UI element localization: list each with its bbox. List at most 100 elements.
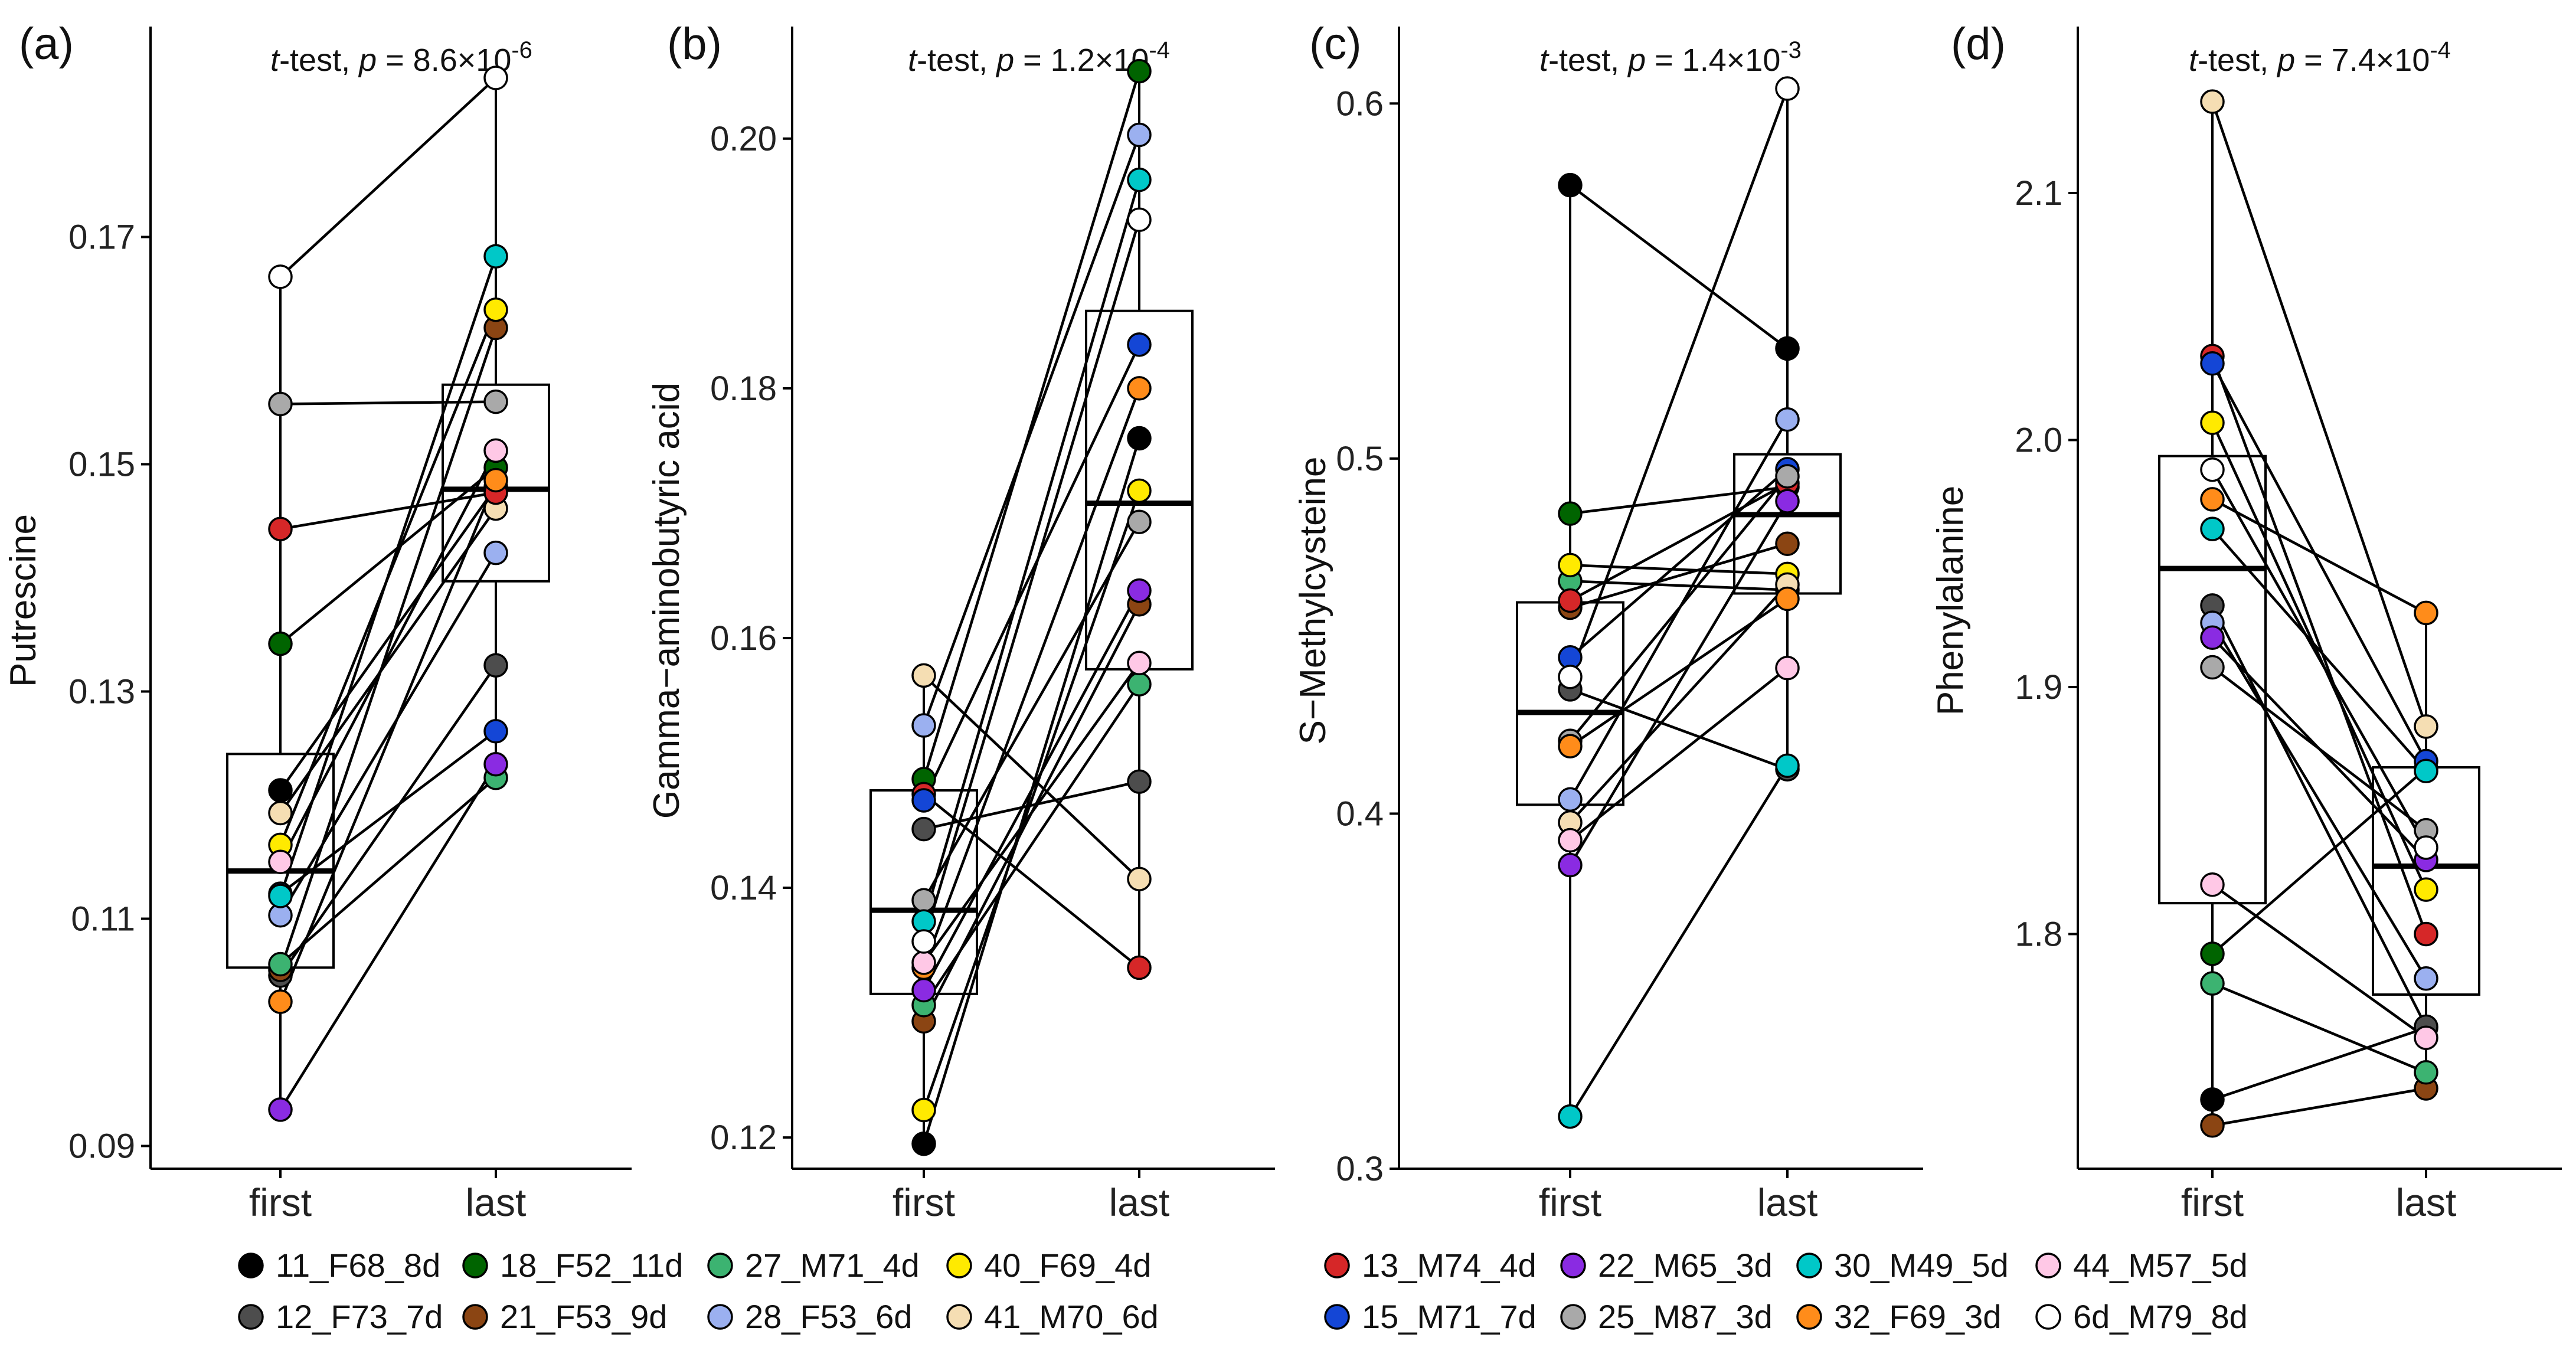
- legend-label-28_F53_6d: 28_F53_6d: [745, 1298, 912, 1335]
- point-last-30_M49_5d: [1127, 167, 1152, 192]
- x-tick-label-last: last: [1109, 1181, 1170, 1224]
- pair-line-6d_M79_8d: [2211, 469, 2427, 849]
- test-exponent: -3: [1780, 37, 1802, 63]
- pair-line-6d_M79_8d: [922, 219, 1141, 942]
- pair-line-6d_M79_8d: [279, 77, 497, 278]
- test-annotation: t-test, p = 7.4×10-4: [2189, 37, 2451, 78]
- legend-label-44_M57_5d: 44_M57_5d: [2073, 1247, 2248, 1284]
- point-first-25_M87_3d: [268, 391, 293, 417]
- test-name: -test,: [917, 42, 996, 78]
- point-last-28_F53_6d: [1775, 407, 1800, 432]
- pair-line-41_M70_6d: [2211, 101, 2428, 727]
- point-last-27_M71_4d: [1127, 672, 1152, 697]
- legend-marker-27_M71_4d: [707, 1253, 733, 1278]
- pair-line-12_F73_7d: [2211, 604, 2428, 1028]
- test-annotation: t-test, p = 1.2×10-4: [908, 37, 1170, 78]
- point-first-25_M87_3d: [911, 888, 936, 913]
- legend-marker-13_M74_4d: [1324, 1253, 1350, 1278]
- test-p: p: [1627, 42, 1646, 78]
- point-last-44_M57_5d: [1775, 656, 1800, 681]
- point-first-21_F53_9d: [2200, 1113, 2225, 1138]
- point-first-30_M49_5d: [268, 884, 293, 908]
- point-last-22_M65_3d: [1775, 489, 1800, 514]
- pair-line-25_M87_3d: [923, 521, 1140, 901]
- test-name: -test,: [279, 42, 359, 78]
- point-last-27_M71_4d: [2414, 1060, 2438, 1085]
- legend-label-25_M87_3d: 25_M87_3d: [1598, 1298, 1773, 1335]
- point-last-6d_M79_8d: [1775, 76, 1800, 101]
- pair-line-27_M71_4d: [2212, 982, 2427, 1074]
- pair-line-18_F52_11d: [2211, 767, 2427, 955]
- point-last-6d_M79_8d: [1127, 207, 1152, 233]
- point-last-44_M57_5d: [483, 438, 508, 463]
- test-t: t: [908, 42, 918, 78]
- point-last-21_F53_9d: [1775, 531, 1800, 556]
- legend-marker-32_F69_3d: [1796, 1304, 1822, 1330]
- test-value: = 1.2×10: [1014, 42, 1149, 78]
- point-first-6d_M79_8d: [2200, 457, 2225, 482]
- pair-line-25_M87_3d: [280, 400, 496, 406]
- point-first-6d_M79_8d: [911, 929, 936, 954]
- test-value: = 1.4×10: [1646, 42, 1780, 78]
- point-last-25_M87_3d: [483, 389, 508, 414]
- point-last-32_F69_3d: [1127, 376, 1152, 401]
- point-last-11_F68_8d: [1127, 426, 1152, 451]
- test-name: -test,: [1548, 42, 1628, 78]
- legend-marker-30_M49_5d: [1796, 1253, 1822, 1278]
- y-tick-label: 0.14: [710, 869, 777, 907]
- point-first-32_F69_3d: [268, 989, 293, 1014]
- legend-label-12_F73_7d: 12_F73_7d: [276, 1298, 443, 1335]
- pair-line-30_M49_5d: [2211, 528, 2427, 772]
- pair-line-41_M70_6d: [279, 508, 497, 814]
- pair-line-28_F53_6d: [2211, 622, 2427, 979]
- y-tick-label: 0.17: [68, 218, 135, 257]
- point-first-44_M57_5d: [268, 849, 293, 874]
- panel-a: 0.09 0.11 0.13 0.15 0.17 first last Putrescine (…: [3, 19, 632, 1224]
- point-first-28_F53_6d: [911, 713, 936, 738]
- pair-line-15_M71_7d: [279, 730, 497, 895]
- point-last-12_F73_7d: [483, 653, 508, 678]
- y-axis-title: Putrescine: [3, 514, 44, 687]
- test-t: t: [2189, 42, 2199, 78]
- pair-line-28_F53_6d: [279, 552, 497, 916]
- point-last-6d_M79_8d: [2414, 835, 2438, 860]
- point-last-28_F53_6d: [1127, 122, 1152, 148]
- point-last-13_M74_4d: [1127, 955, 1152, 980]
- point-first-15_M71_7d: [911, 788, 936, 813]
- test-exponent: -4: [1149, 37, 1170, 63]
- x-tick-label-first: first: [249, 1181, 312, 1224]
- test-name: -test,: [2198, 42, 2277, 78]
- point-last-40_F69_4d: [483, 297, 508, 322]
- legend-marker-11_F68_8d: [238, 1253, 264, 1278]
- legend-marker-28_F53_6d: [707, 1304, 733, 1330]
- pair-line-40_F69_4d: [922, 490, 1141, 1111]
- pair-line-12_F73_7d: [279, 664, 497, 977]
- pair-line-13_M74_4d: [2211, 355, 2428, 935]
- pair-line-22_M65_3d: [923, 590, 1140, 991]
- test-exponent: -6: [511, 37, 532, 63]
- point-last-30_M49_5d: [1775, 753, 1800, 778]
- legend-label-21_F53_9d: 21_F53_9d: [500, 1298, 667, 1335]
- legend-label-11_F68_8d: 11_F68_8d: [276, 1247, 440, 1284]
- point-last-25_M87_3d: [1775, 464, 1800, 489]
- y-tick-label: 0.18: [710, 370, 777, 408]
- point-last-22_M65_3d: [1127, 578, 1152, 603]
- point-first-27_M71_4d: [268, 951, 293, 977]
- pair-line-18_F52_11d: [1570, 485, 1788, 515]
- test-annotation: t-test, p = 8.6×10-6: [270, 37, 532, 78]
- point-first-13_M74_4d: [268, 516, 293, 541]
- pair-line-27_M71_4d: [923, 683, 1140, 1006]
- point-last-44_M57_5d: [1127, 650, 1152, 676]
- test-exponent: -4: [2430, 37, 2451, 63]
- pair-line-13_M74_4d: [280, 491, 496, 531]
- point-first-11_F68_8d: [1558, 172, 1583, 198]
- point-last-12_F73_7d: [1127, 769, 1152, 794]
- y-tick-label: 0.13: [68, 673, 135, 711]
- point-first-41_M70_6d: [268, 800, 293, 826]
- point-first-40_F69_4d: [911, 1097, 936, 1123]
- point-last-11_F68_8d: [1775, 336, 1800, 361]
- point-first-32_F69_3d: [2200, 487, 2225, 512]
- y-tick-label: 0.20: [710, 120, 777, 158]
- point-last-32_F69_3d: [2414, 600, 2438, 626]
